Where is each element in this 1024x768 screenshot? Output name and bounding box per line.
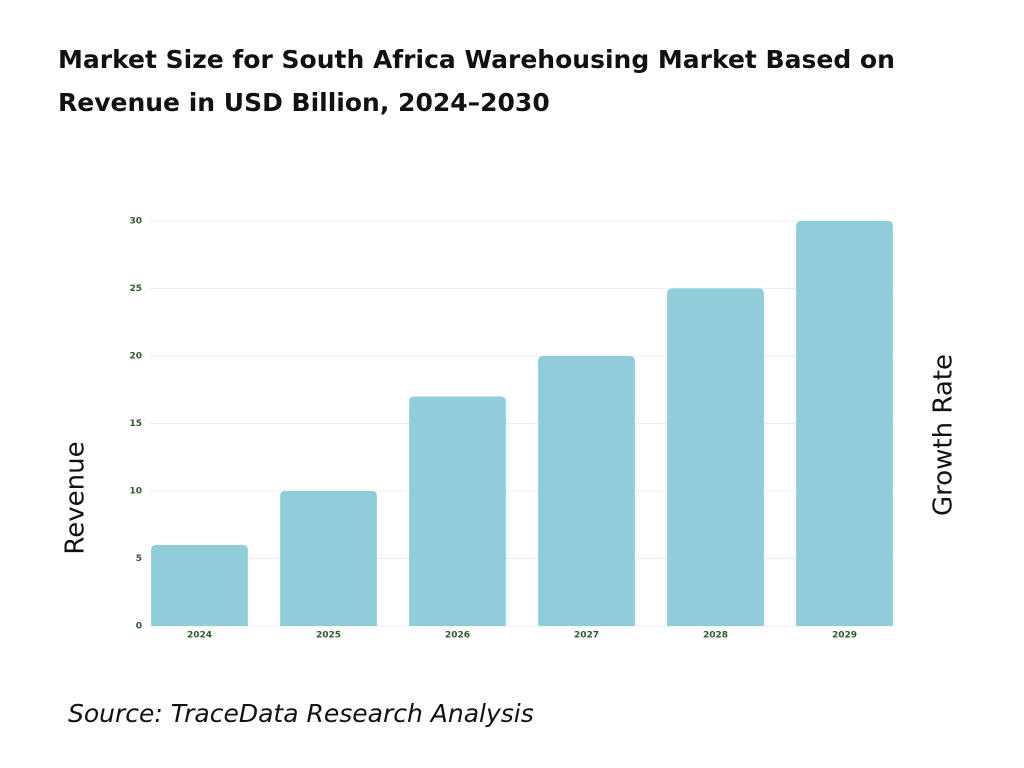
source-note: Source: TraceData Research Analysis [68, 699, 534, 728]
x-tick-label: 2024 [187, 631, 212, 641]
bar [280, 491, 377, 626]
chart-title: Market Size for South Africa Warehousing… [58, 45, 895, 117]
x-tick-label: 2026 [445, 631, 470, 641]
y-tick-label: 10 [129, 487, 142, 497]
x-tick-label: 2029 [832, 631, 857, 641]
bar [409, 396, 506, 626]
bar [538, 356, 635, 626]
y-axis-title: Revenue [61, 441, 91, 554]
y-tick-label: 5 [136, 554, 142, 564]
y-tick-label: 0 [136, 622, 142, 632]
y-tick-label: 25 [129, 284, 142, 294]
y-tick-label: 20 [129, 352, 142, 362]
x-tick-label: 2028 [703, 631, 728, 641]
x-tick-label: 2025 [316, 631, 341, 641]
y-tick-label: 30 [129, 217, 142, 227]
y2-axis-title: Growth Rate [929, 354, 959, 516]
bar [151, 545, 248, 626]
y-tick-label: 15 [129, 419, 142, 429]
x-tick-label: 2027 [574, 631, 599, 641]
bar [796, 221, 893, 626]
bar [667, 288, 764, 626]
